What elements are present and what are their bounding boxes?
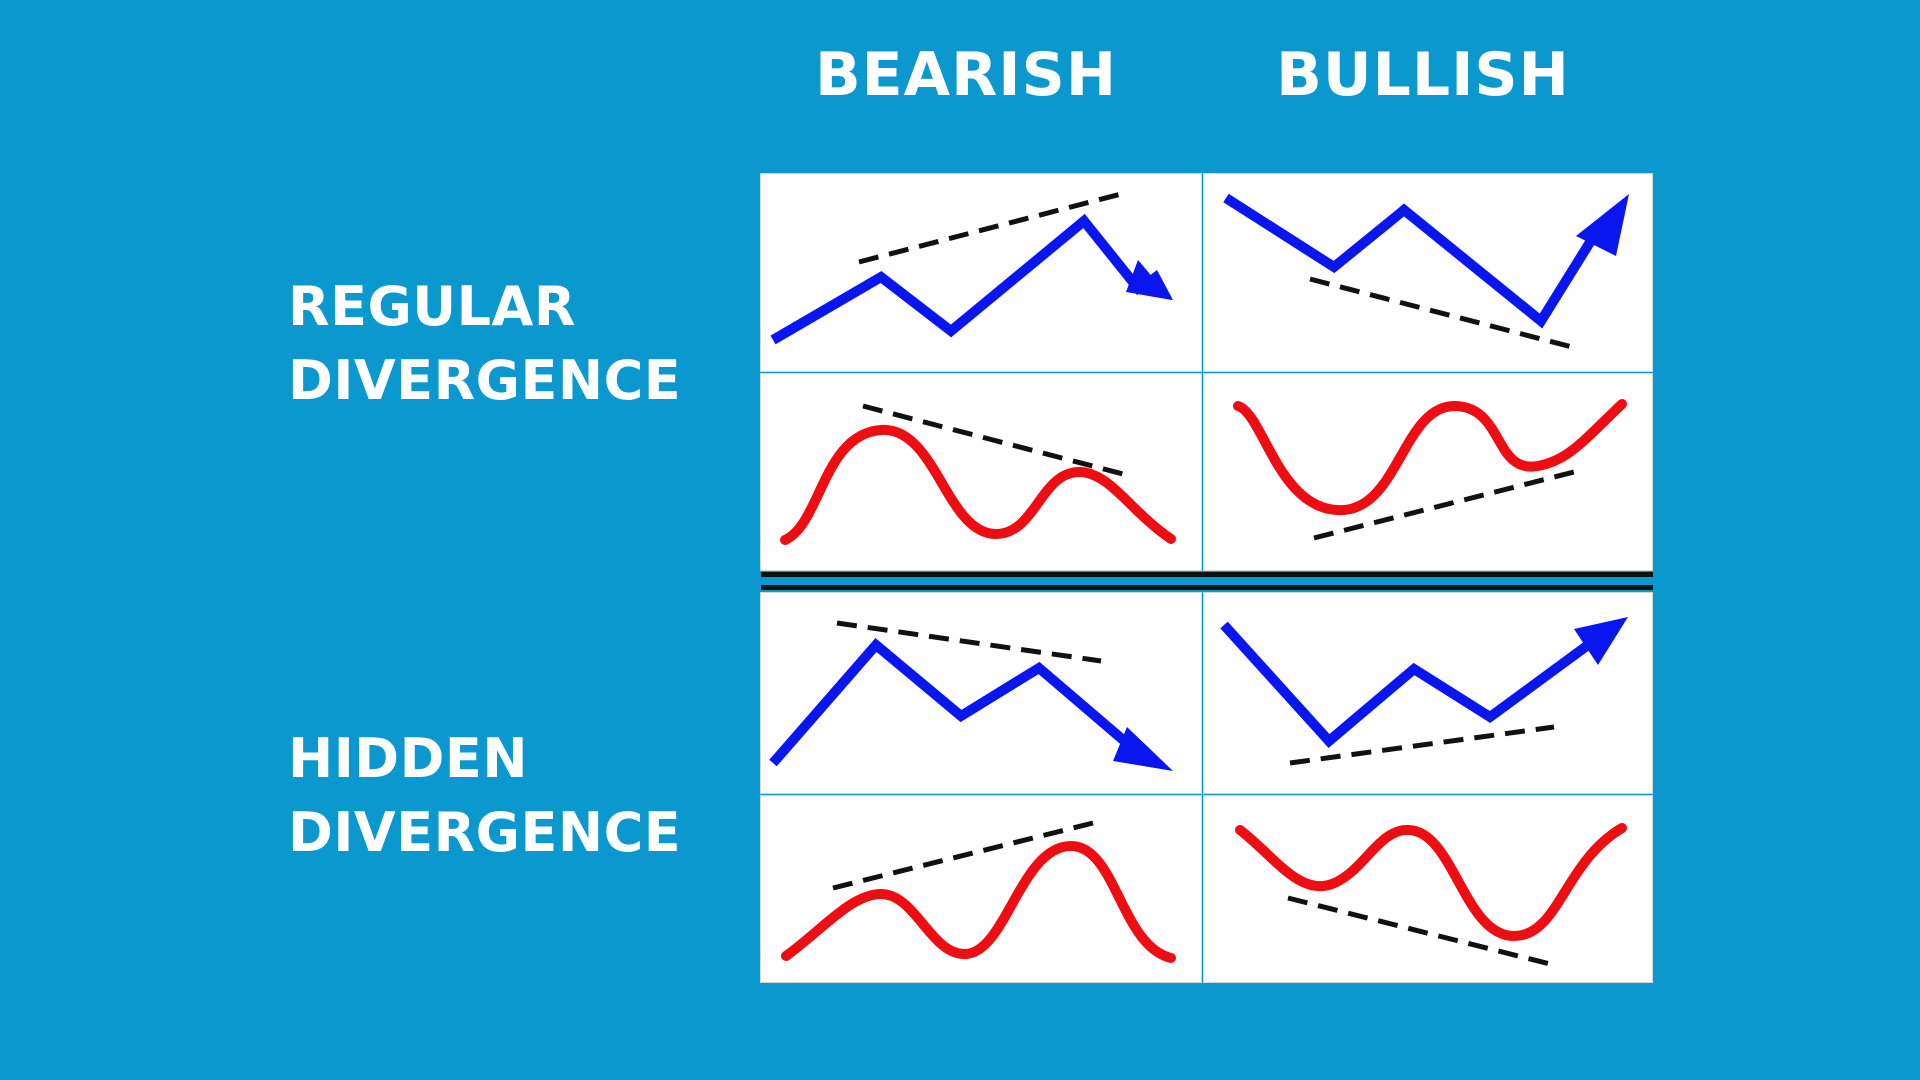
row-label-regular-divergence: REGULAR DIVERGENCE [288,270,681,418]
trendline-dashed [1289,724,1555,766]
panel-regular-bearish-price [760,173,1202,372]
arrowhead [1113,727,1173,771]
trendline-dashed [862,403,1124,477]
hidden-bearish-indicator-diagram [781,819,1176,963]
indicator-line [1235,823,1627,942]
regular-bullish-indicator-diagram [1233,399,1627,541]
panel-regular-bullish-price [1203,173,1653,372]
arrowhead [1576,194,1629,256]
column-heading-bullish: BULLISH [1276,40,1570,110]
trendline-dashed [1287,895,1551,967]
trendline-dashed [836,620,1102,664]
row-label-hidden-line2: DIVERGENCE [288,801,682,864]
trendline-dashed [1313,469,1575,541]
regular-bearish-price-diagram [770,191,1173,345]
indicator-line [1233,399,1627,516]
regular-bearish-indicator-diagram [780,403,1176,545]
row-label-regular-line1: REGULAR [288,275,576,338]
price-line [1220,621,1591,748]
indicator-line [781,840,1176,963]
row-label-hidden-line1: HIDDEN [288,727,529,790]
arrowhead [1574,617,1628,665]
panel-hidden-bearish-price [760,592,1202,794]
panel-regular-bearish-indicator [760,373,1202,571]
trendline-dashed [858,191,1122,265]
hidden-bullish-price-diagram [1220,617,1628,766]
trendline-dashed [1309,276,1573,350]
arrowhead-fill [1131,270,1173,300]
hidden-bullish-indicator-diagram [1235,823,1627,967]
separator-line-bottom [761,585,1653,590]
panel-regular-bullish-indicator [1203,373,1653,571]
panel-hidden-bullish-price [1203,592,1653,794]
column-heading-bearish: BEARISH [814,40,1118,110]
price-line [769,638,1140,767]
regular-bullish-price-diagram [1223,193,1629,350]
panel-hidden-bearish-indicator [760,795,1202,983]
separator-line-top [761,572,1653,577]
panel-hidden-bullish-indicator [1203,795,1653,983]
hidden-bearish-price-diagram [769,620,1173,771]
price-line [1223,193,1597,329]
indicator-line [780,424,1176,545]
row-label-hidden-divergence: HIDDEN DIVERGENCE [288,722,681,870]
price-line [770,213,1145,345]
row-label-regular-line2: DIVERGENCE [288,349,682,412]
trendline-dashed [832,819,1098,891]
